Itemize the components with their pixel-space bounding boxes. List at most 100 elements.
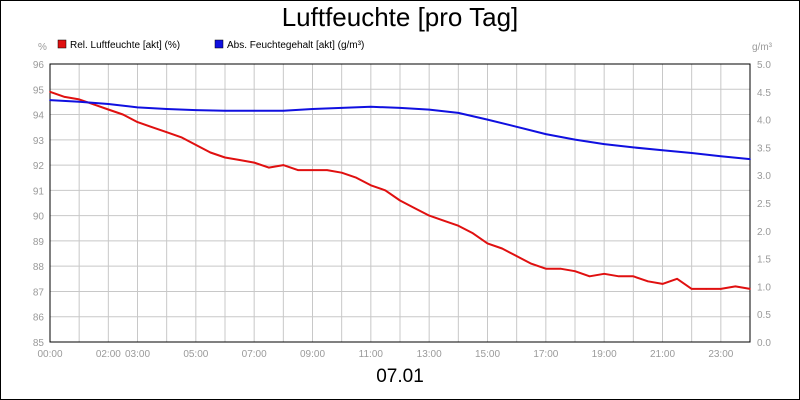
data-point: [632, 275, 635, 278]
data-point: [486, 242, 489, 245]
y-left-tick-label: 88: [33, 262, 45, 273]
data-point: [647, 280, 649, 283]
y-right-tick-label: 4.0: [757, 116, 771, 127]
data-point: [720, 155, 722, 158]
data-point: [136, 106, 139, 109]
y-right-tick-label: 1.5: [757, 255, 771, 266]
data-point: [559, 267, 562, 270]
y-left-tick-label: 86: [33, 313, 45, 324]
legend-label: Abs. Feuchtegehalt [akt] (g/m³): [227, 40, 364, 51]
y-right-tick-label: 2.0: [757, 227, 771, 238]
y-right-tick-label: 3.5: [757, 143, 771, 154]
plot-border: [49, 63, 751, 343]
y-right-tick-label: 0.0: [757, 338, 771, 349]
y-right-tick-label: 5.0: [757, 60, 771, 71]
y-left-tick-label: 95: [33, 85, 45, 96]
data-point: [326, 169, 328, 171]
y-right-unit: g/m³: [752, 42, 773, 53]
data-point: [457, 224, 460, 227]
data-point: [297, 169, 299, 171]
data-point: [209, 151, 212, 154]
y-axis-left: 96 95 94 93 92 91 90 89 88 87 86 85%: [33, 42, 47, 349]
x-tick-label: 19:00: [592, 349, 617, 360]
data-point: [92, 103, 95, 106]
legend-swatch: [214, 39, 224, 49]
data-point: [632, 146, 635, 149]
data-point: [472, 232, 474, 235]
data-point: [78, 101, 80, 103]
x-tick-label: 07:00: [242, 349, 267, 360]
data-point: [370, 106, 372, 108]
series-lines: [49, 90, 751, 290]
data-point: [253, 109, 255, 112]
data-point: [486, 118, 489, 121]
x-tick-label: 17:00: [533, 349, 558, 360]
data-point: [457, 112, 460, 114]
data-point: [107, 108, 110, 111]
x-tick-label: 00:00: [37, 349, 62, 360]
data-point: [151, 126, 153, 128]
y-left-tick-label: 93: [33, 136, 45, 147]
data-point: [574, 270, 576, 273]
data-point: [428, 108, 430, 111]
data-point: [355, 176, 358, 179]
data-point: [224, 109, 226, 112]
data-point: [370, 184, 372, 187]
data-point: [136, 121, 139, 123]
data-point: [690, 288, 693, 290]
x-tick-label: 02:00: [96, 349, 121, 360]
y-right-tick-label: 2.5: [757, 199, 771, 210]
y-right-tick-label: 3.0: [757, 171, 771, 182]
data-point: [267, 166, 270, 169]
y-right-tick-label: 4.5: [757, 88, 771, 99]
data-point: [49, 99, 51, 101]
data-point: [107, 103, 110, 105]
data-point: [311, 169, 314, 171]
data-point: [749, 158, 751, 160]
data-point: [734, 285, 737, 288]
data-point: [676, 278, 678, 280]
data-point: [720, 288, 722, 290]
legend: Rel. Luftfeuchte [akt] (%) Abs. Feuchtege…: [57, 39, 364, 51]
data-point: [705, 288, 708, 290]
data-point: [574, 138, 576, 141]
data-point: [530, 262, 533, 265]
x-tick-label: 23:00: [708, 349, 733, 360]
data-point: [340, 107, 343, 109]
data-point: [442, 219, 445, 222]
data-point: [253, 161, 255, 164]
data-point: [195, 109, 197, 111]
data-point: [690, 152, 693, 154]
data-point: [340, 171, 343, 174]
y-left-tick-label: 85: [33, 338, 45, 349]
data-point: [165, 131, 168, 134]
x-tick-label: 15:00: [475, 349, 500, 360]
data-point: [661, 283, 664, 285]
data-point: [428, 214, 430, 217]
chart-title: Luftfeuchte [pro Tag]: [281, 2, 519, 32]
y-right-tick-label: 0.5: [757, 310, 771, 321]
x-tick-label: 13:00: [417, 349, 442, 360]
x-tick-label: 09:00: [300, 349, 325, 360]
data-point: [282, 109, 285, 112]
data-point: [588, 275, 591, 278]
data-point: [384, 189, 387, 192]
data-point: [165, 108, 168, 110]
x-tick-label: 11:00: [359, 349, 384, 360]
y-right-tick-label: 1.0: [757, 282, 771, 293]
data-point: [282, 164, 285, 166]
y-left-tick-label: 96: [33, 60, 45, 71]
data-point: [515, 255, 518, 257]
y-axis-right: 5.0 4.5 4.0 3.5 3.0 2.5 2.0 1.5 1.0 0.5 0.0 g/m³: [752, 42, 773, 349]
y-left-tick-label: 94: [33, 111, 45, 122]
plot-frame: [49, 63, 751, 343]
data-point: [399, 107, 401, 109]
data-point: [661, 149, 664, 151]
data-point: [78, 98, 80, 101]
y-left-tick-label: 89: [33, 237, 45, 248]
x-tick-label: 03:00: [125, 349, 150, 360]
y-left-tick-label: 87: [33, 287, 45, 298]
data-point: [49, 91, 51, 93]
data-point: [749, 288, 751, 290]
x-tick-label: 21:00: [650, 349, 675, 360]
